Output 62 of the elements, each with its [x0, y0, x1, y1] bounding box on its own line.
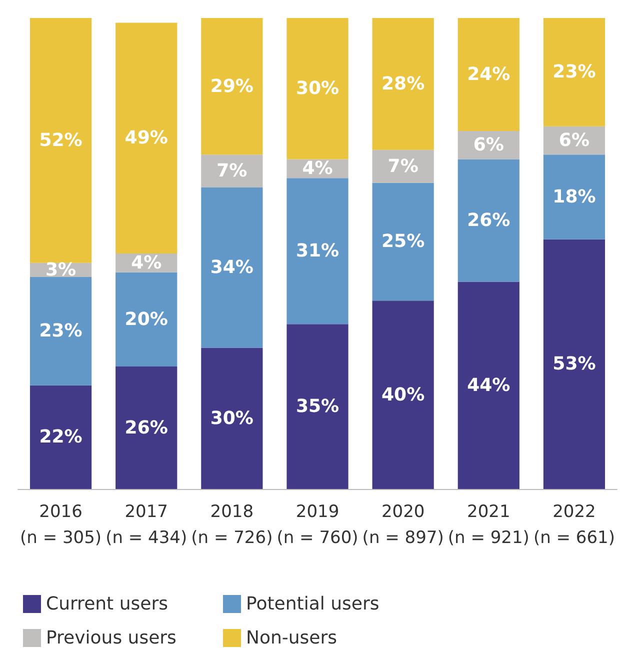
data-label: 7% [216, 160, 248, 182]
data-label: 6% [558, 130, 590, 151]
data-label: 23% [552, 62, 596, 83]
bar [458, 18, 520, 132]
x-tick-label: 2017 (n = 434) [106, 502, 188, 548]
data-label: 23% [39, 320, 82, 342]
data-label: 35% [296, 396, 340, 418]
data-label: 53% [552, 354, 596, 375]
data-label: 31% [296, 240, 340, 262]
data-label: 44% [467, 374, 510, 396]
legend-label: Previous users [46, 628, 176, 648]
bar [543, 239, 606, 489]
bar [372, 182, 434, 301]
legend-label: Current users [46, 594, 168, 614]
bar [201, 188, 263, 348]
data-label: 49% [124, 128, 168, 149]
x-tick-label: 2019 (n = 760) [276, 502, 358, 548]
data-label: 6% [473, 134, 504, 156]
data-label: 30% [210, 408, 254, 429]
data-label: 4% [302, 158, 333, 180]
x-tick-label: 2020 (n = 897) [362, 502, 444, 548]
bar [458, 159, 520, 282]
bar [286, 178, 348, 324]
bar [30, 18, 92, 263]
bar [458, 282, 520, 489]
data-label: 20% [124, 308, 168, 330]
bar [372, 18, 434, 150]
data-label: 52% [39, 130, 82, 151]
bar [372, 300, 434, 489]
data-label: 26% [467, 210, 510, 232]
bar [286, 324, 348, 489]
data-label: 30% [296, 78, 340, 100]
x-tick-label: 2021 (n = 921) [448, 502, 530, 548]
bar [116, 22, 178, 254]
x-tick-label: 2022 (n = 661) [533, 502, 615, 548]
data-label: 18% [552, 186, 596, 208]
data-label: 25% [382, 231, 425, 252]
data-label: 24% [467, 64, 510, 86]
data-label: 7% [388, 156, 418, 177]
bar [116, 272, 178, 367]
data-label: 3% [46, 259, 76, 280]
data-label: 22% [39, 426, 82, 448]
bar [30, 385, 92, 489]
bar [372, 150, 434, 183]
bar [30, 277, 92, 386]
legend-label: Potential users [246, 594, 380, 614]
data-label: 29% [210, 76, 254, 97]
data-label: 28% [382, 73, 425, 94]
bar [543, 154, 606, 240]
data-label: 40% [382, 384, 425, 406]
x-tick-label: 2016 (n = 305) [20, 502, 102, 548]
data-label: 26% [124, 417, 168, 438]
data-label: 4% [131, 252, 162, 274]
bar [201, 154, 263, 188]
bar [543, 18, 606, 126]
bar [116, 366, 178, 489]
legend-label: Non-users [246, 628, 338, 648]
bar [201, 18, 263, 155]
data-label: 34% [210, 257, 254, 278]
bar [286, 18, 348, 160]
bar [201, 348, 263, 489]
x-tick-label: 2018 (n = 726) [191, 502, 273, 548]
